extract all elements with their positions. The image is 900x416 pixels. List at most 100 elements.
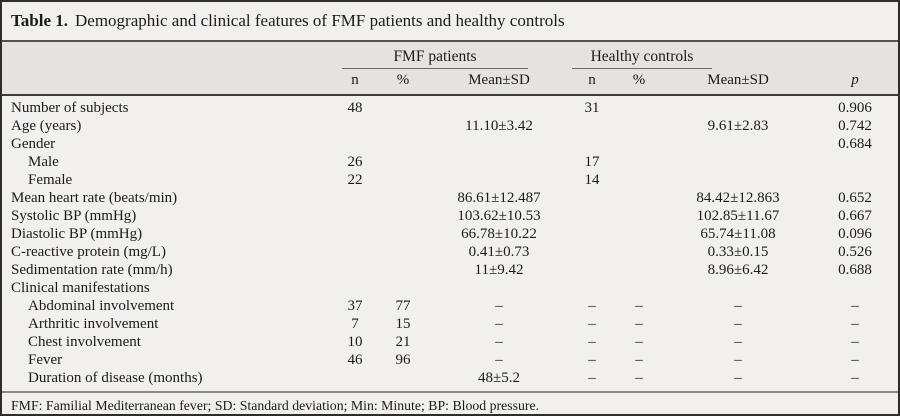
fmf-pct-value bbox=[378, 95, 428, 117]
fmf-pct-value bbox=[378, 171, 428, 189]
hc-mean-sd-value: 0.33±0.15 bbox=[707, 244, 769, 260]
table-row: C-reactive protein (mg/L) 0.41±0.73 0.33… bbox=[2, 243, 898, 261]
hc-n-value bbox=[570, 135, 614, 153]
table-row: Mean heart rate (beats/min) 86.61±12.487… bbox=[2, 189, 898, 207]
col-header-fmf-pct: % bbox=[378, 69, 428, 96]
row-label: Gender bbox=[11, 136, 56, 152]
hc-pct-value bbox=[614, 261, 664, 279]
p-value: 0.652 bbox=[838, 190, 872, 206]
hc-mean-sd-value: 8.96±6.42 bbox=[707, 262, 769, 278]
hc-pct-value bbox=[614, 225, 664, 243]
table-row: Clinical manifestations bbox=[2, 279, 898, 297]
hc-group-cell: Healthy controls bbox=[570, 42, 812, 69]
fmf-pct-value bbox=[378, 135, 428, 153]
p-value: 0.688 bbox=[838, 262, 872, 278]
table-row: Male 26 17 bbox=[2, 153, 898, 171]
col-header-hc-pct: % bbox=[614, 69, 665, 96]
hc-mean-sd-value: 102.85±11.67 bbox=[696, 208, 780, 224]
fmf-mean-sd-value bbox=[428, 153, 570, 171]
fmf-pct-value bbox=[378, 243, 428, 261]
group-header-row: FMF patients Healthy controls bbox=[2, 42, 898, 69]
hc-mean-sd-value: – bbox=[734, 298, 742, 314]
hc-mean-sd-value: – bbox=[734, 316, 742, 332]
row-label: Systolic BP (mmHg) bbox=[11, 208, 137, 224]
header-spacer-cell bbox=[2, 42, 332, 69]
header-spacer-cell bbox=[812, 42, 898, 69]
fmf-n-value: 37 bbox=[347, 298, 363, 314]
hc-mean-sd-value: 84.42±12.863 bbox=[696, 190, 780, 206]
hc-pct-value bbox=[614, 95, 664, 117]
fmf-mean-sd-value: 11±9.42 bbox=[474, 262, 524, 278]
col-header-fmf-mean-sd: Mean±SD bbox=[428, 69, 571, 96]
hc-pct-value bbox=[614, 279, 664, 297]
fmf-pct-value: 21 bbox=[395, 334, 411, 350]
fmf-pct-value bbox=[378, 369, 428, 387]
fmf-mean-sd-value: 103.62±10.53 bbox=[457, 208, 541, 224]
fmf-n-value bbox=[332, 243, 378, 261]
fmf-pct-value: 77 bbox=[395, 298, 411, 314]
col-header-p: p bbox=[812, 69, 898, 96]
hc-n-value: – bbox=[588, 316, 596, 332]
fmf-n-value bbox=[332, 135, 378, 153]
hc-n-value bbox=[570, 207, 614, 225]
fmf-n-value bbox=[332, 207, 378, 225]
fmf-group-header: FMF patients bbox=[342, 48, 528, 69]
table-row: Duration of disease (months) 48±5.2 – – … bbox=[2, 369, 898, 387]
fmf-n-value: 22 bbox=[347, 172, 363, 188]
fmf-pct-value bbox=[378, 225, 428, 243]
hc-n-value bbox=[570, 261, 614, 279]
table-row: Sedimentation rate (mm/h) 11±9.42 8.96±6… bbox=[2, 261, 898, 279]
row-label: Sedimentation rate (mm/h) bbox=[11, 262, 173, 278]
fmf-mean-sd-value bbox=[428, 171, 570, 189]
row-label: Chest involvement bbox=[28, 334, 141, 350]
table-row: Fever 46 96 – – – – – bbox=[2, 351, 898, 369]
table-row: Gender 0.684 bbox=[2, 135, 898, 153]
hc-n-value: – bbox=[588, 370, 596, 386]
row-label: Female bbox=[28, 172, 73, 188]
hc-mean-sd-value: 9.61±2.83 bbox=[707, 118, 769, 134]
fmf-pct-value bbox=[378, 117, 428, 135]
fmf-mean-sd-value: 48±5.2 bbox=[478, 370, 520, 386]
fmf-mean-sd-value: – bbox=[495, 316, 503, 332]
fmf-n-value bbox=[332, 225, 378, 243]
fmf-n-value bbox=[332, 189, 378, 207]
hc-mean-sd-value: – bbox=[734, 370, 742, 386]
hc-pct-value bbox=[614, 135, 664, 153]
hc-n-value bbox=[570, 117, 614, 135]
fmf-pct-value: 96 bbox=[395, 352, 411, 368]
hc-mean-sd-value bbox=[664, 153, 812, 171]
hc-pct-value bbox=[614, 171, 664, 189]
hc-pct-value bbox=[614, 243, 664, 261]
hc-n-value: 31 bbox=[584, 100, 600, 116]
table-row: Arthritic involvement 7 15 – – – – – bbox=[2, 315, 898, 333]
p-value: – bbox=[851, 298, 859, 314]
p-value: 0.096 bbox=[838, 226, 872, 242]
col-header-hc-mean-sd: Mean±SD bbox=[664, 69, 813, 96]
fmf-n-value bbox=[332, 279, 378, 297]
row-label: Clinical manifestations bbox=[11, 280, 150, 296]
row-label: Number of subjects bbox=[11, 100, 129, 116]
hc-pct-value: – bbox=[635, 352, 643, 368]
column-header-row: n % Mean±SD n % Mean±SD p bbox=[2, 69, 898, 96]
fmf-mean-sd-value: 11.10±3.42 bbox=[465, 118, 533, 134]
p-value: 0.684 bbox=[838, 136, 872, 152]
hc-n-value: – bbox=[588, 352, 596, 368]
fmf-n-value bbox=[332, 117, 378, 135]
row-label: C-reactive protein (mg/L) bbox=[11, 244, 166, 260]
fmf-mean-sd-value bbox=[428, 279, 570, 297]
col-header-fmf-n: n bbox=[332, 69, 378, 96]
hc-group-header: Healthy controls bbox=[572, 48, 713, 69]
hc-n-value bbox=[570, 225, 614, 243]
p-value: 0.526 bbox=[838, 244, 872, 260]
hc-pct-value: – bbox=[635, 370, 643, 386]
row-label: Duration of disease (months) bbox=[28, 370, 203, 386]
row-label: Arthritic involvement bbox=[28, 316, 159, 332]
p-value: – bbox=[851, 352, 859, 368]
fmf-group-cell: FMF patients bbox=[332, 42, 570, 69]
fmf-n-value: 7 bbox=[351, 316, 359, 332]
row-label: Diastolic BP (mmHg) bbox=[11, 226, 143, 242]
p-value: 0.906 bbox=[838, 100, 872, 116]
hc-mean-sd-value: – bbox=[734, 334, 742, 350]
row-label: Fever bbox=[28, 352, 63, 368]
